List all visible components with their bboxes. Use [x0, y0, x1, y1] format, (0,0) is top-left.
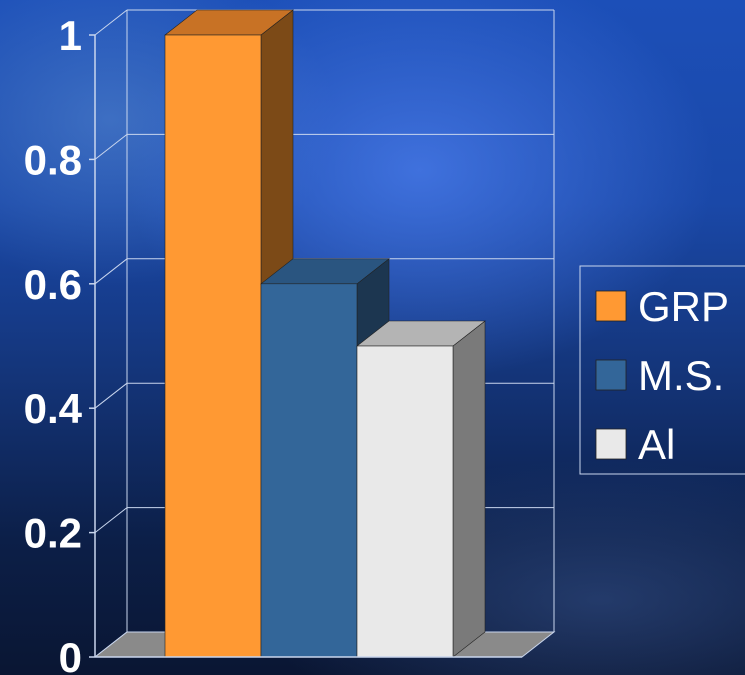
bar-al [356, 345, 454, 658]
wall-gridline-1 [94, 507, 128, 533]
y-tick-label: 0.4 [24, 385, 83, 432]
legend-swatch-grp [595, 290, 627, 322]
legend-box [579, 265, 745, 475]
y-tick-label: 0.6 [24, 261, 82, 308]
legend-swatch-m-s [595, 359, 627, 391]
wall-gridline-2 [94, 382, 128, 409]
bar-side-al [452, 320, 486, 658]
bar-m-s [260, 283, 358, 658]
bar-grp [164, 34, 262, 658]
wall-gridline-3 [94, 258, 128, 285]
wall-gridline-5 [94, 9, 128, 36]
legend-label-m-s: M.S. [638, 352, 724, 399]
legend-label-grp: GRP [638, 283, 729, 330]
y-tick-label: 1 [59, 12, 82, 59]
wall-gridline-4 [94, 134, 128, 160]
y-tick-label: 0.8 [24, 136, 82, 183]
legend-swatch-al [595, 428, 627, 460]
y-tick-label: 0.2 [24, 510, 82, 557]
y-tick-label: 0 [59, 634, 82, 675]
legend-label-al: Al [638, 421, 675, 468]
